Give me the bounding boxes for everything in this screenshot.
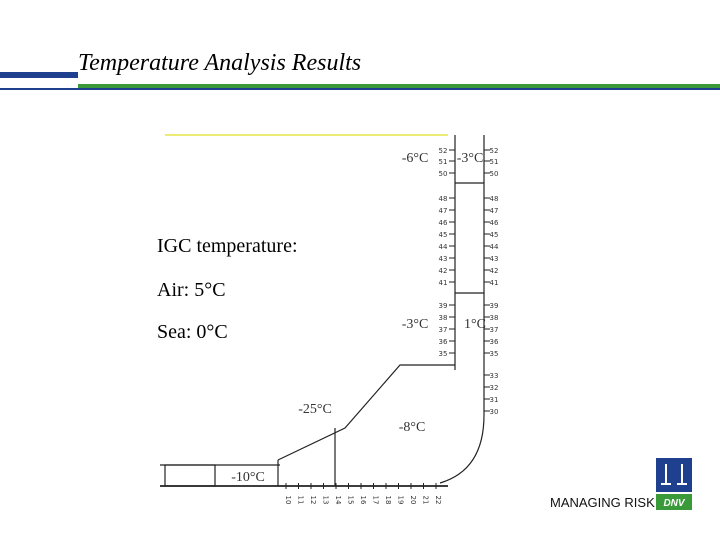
frame-label: 45 — [439, 231, 448, 239]
frame-label: 11 — [297, 496, 305, 505]
note: Sea: 0°C — [157, 321, 228, 343]
frame-label: 41 — [439, 279, 448, 287]
temperature-label: -8°C — [399, 420, 426, 435]
logo: DNV — [656, 458, 692, 510]
note: Air: 5°C — [157, 279, 226, 301]
frame-label: 39 — [490, 302, 499, 310]
frame-label: 10 — [284, 496, 292, 505]
frame-label: 50 — [490, 170, 499, 178]
frame-label: 22 — [434, 496, 442, 505]
frame-label: 13 — [322, 496, 330, 505]
frame-label: 46 — [490, 219, 499, 227]
frame-label: 48 — [439, 195, 448, 203]
frame-label: 21 — [422, 496, 430, 505]
frame-label: 52 — [439, 147, 448, 155]
header-bar — [0, 72, 78, 78]
frame-label: 44 — [439, 243, 448, 251]
frame-label: 42 — [490, 267, 499, 275]
frame-label: 48 — [490, 195, 499, 203]
frame-label: 36 — [490, 338, 499, 346]
slide-title: Temperature Analysis Results — [78, 50, 361, 76]
frame-label: 44 — [490, 243, 499, 251]
frame-label: 31 — [490, 396, 499, 404]
temperature-label: -10°C — [231, 470, 265, 485]
frame-label: 18 — [384, 496, 392, 505]
frame-label: 45 — [490, 231, 499, 239]
frame-label: 38 — [439, 314, 448, 322]
frame-label: 32 — [490, 384, 499, 392]
logo-text: DNV — [663, 498, 685, 509]
logo-band — [656, 494, 692, 510]
frame-label: 16 — [359, 496, 367, 505]
temperature-label: -25°C — [298, 402, 332, 417]
frame-label: 20 — [409, 496, 417, 505]
header-rule — [78, 84, 720, 88]
frame-label: 41 — [490, 279, 499, 287]
logo-anchors — [661, 464, 687, 485]
frame-label: 51 — [439, 158, 448, 166]
frame-label: 51 — [490, 158, 499, 166]
frame-label: 30 — [490, 408, 499, 416]
frame-label: 47 — [439, 207, 448, 215]
frame-label: 47 — [490, 207, 499, 215]
frame-label: 15 — [347, 496, 355, 505]
tagline: MANAGING RISK — [550, 495, 655, 510]
frame-label: 33 — [490, 372, 499, 380]
frame-label: 14 — [334, 496, 342, 505]
frame-label: 35 — [439, 350, 448, 358]
frame-label: 19 — [397, 496, 405, 505]
frame-label: 50 — [439, 170, 448, 178]
frame-label: 37 — [490, 326, 499, 334]
temperature-label: 1°C — [464, 317, 486, 332]
frame-label: 43 — [490, 255, 499, 263]
frame-label: 43 — [439, 255, 448, 263]
frame-label: 36 — [439, 338, 448, 346]
frame-label: 12 — [309, 496, 317, 505]
frame-label: 39 — [439, 302, 448, 310]
frame-label: 17 — [372, 496, 380, 505]
logo-icon — [656, 458, 692, 492]
temperature-label: -3°C — [457, 151, 484, 166]
frame-label: 42 — [439, 267, 448, 275]
structure-drawing — [160, 134, 485, 487]
frame-label: 38 — [490, 314, 499, 322]
temperature-label: -6°C — [402, 151, 429, 166]
frame-label: 37 — [439, 326, 448, 334]
frame-label: 52 — [490, 147, 499, 155]
frame-label: 35 — [490, 350, 499, 358]
note: IGC temperature: — [157, 235, 298, 257]
header-rule-blue — [0, 88, 720, 90]
frame-label: 46 — [439, 219, 448, 227]
temperature-label: -3°C — [402, 317, 429, 332]
